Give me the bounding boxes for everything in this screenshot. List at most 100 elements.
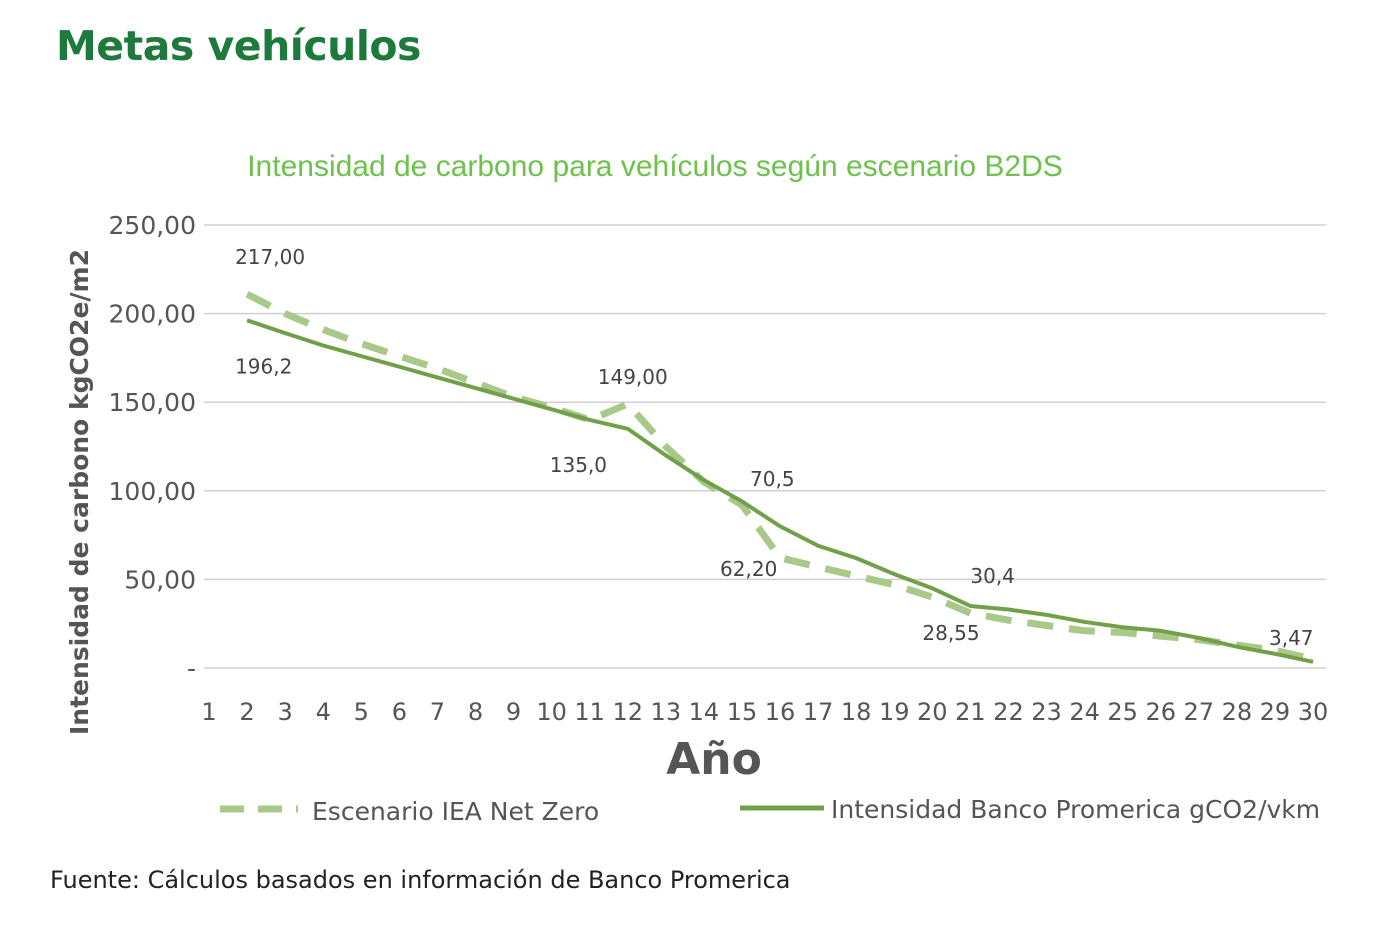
page-title: Metas vehículos — [56, 22, 421, 70]
data-point — [1083, 629, 1087, 633]
data-point — [397, 365, 401, 369]
x-tick-label: 18 — [841, 698, 872, 726]
data-point — [664, 445, 668, 449]
data-point — [816, 544, 820, 548]
data-point — [740, 499, 744, 503]
data-label: 28,55 — [922, 621, 979, 645]
x-tick-label: 10 — [536, 698, 567, 726]
data-point — [1159, 629, 1163, 633]
x-tick-label: 28 — [1222, 698, 1253, 726]
data-labels: 217,00 149,00 62,20 28,55 196,2 135,0 70,5 30,4… — [235, 245, 1313, 650]
data-label: 196,2 — [235, 354, 292, 378]
grid-lines — [204, 224, 1326, 669]
legend-label-promerica: Intensidad Banco Promerica gCO2/vkm — [831, 795, 1320, 824]
data-point — [1006, 608, 1010, 612]
data-label: 30,4 — [970, 564, 1015, 588]
data-point — [626, 427, 630, 431]
data-point — [550, 407, 554, 411]
x-tick-label: 29 — [1260, 698, 1291, 726]
data-point — [1083, 620, 1087, 624]
x-tick-label: 20 — [917, 698, 948, 726]
data-point — [588, 418, 592, 422]
data-point — [816, 565, 820, 569]
x-tick-label: 4 — [316, 698, 331, 726]
x-tick-label: 27 — [1184, 698, 1215, 726]
series-line-promerica — [246, 318, 1314, 664]
data-point — [930, 586, 934, 590]
x-tick-label: 30 — [1298, 698, 1329, 726]
data-point — [968, 604, 972, 608]
x-tick-label: 14 — [689, 698, 720, 726]
chart-title: Intensidad de carbono para vehículos seg… — [247, 150, 1063, 183]
x-tick-label: 11 — [574, 698, 605, 726]
x-tick-label: 21 — [955, 698, 986, 726]
data-point — [435, 367, 439, 371]
x-tick-label: 7 — [430, 698, 445, 726]
y-tick-label: 150,00 — [109, 388, 196, 417]
x-tick-label: 17 — [803, 698, 834, 726]
data-point — [359, 354, 363, 358]
x-axis-label: Año — [666, 734, 762, 785]
data-point — [321, 343, 325, 347]
data-label: 217,00 — [235, 245, 305, 269]
x-tick-label: 12 — [612, 698, 643, 726]
data-point — [245, 318, 249, 322]
data-point — [854, 556, 858, 560]
y-axis-label: Intensidad de carbono kgCO2e/m2 — [65, 249, 94, 735]
data-point — [664, 453, 668, 457]
legend-item-net-zero: Escenario IEA Net Zero — [220, 797, 599, 826]
data-point — [1006, 618, 1010, 622]
x-tick-label: 6 — [392, 698, 407, 726]
y-tick-label: - — [187, 654, 196, 683]
x-tick-label: 5 — [354, 698, 369, 726]
data-label: 62,20 — [720, 557, 777, 581]
data-label: 135,0 — [550, 453, 607, 477]
x-tick-label: 22 — [993, 698, 1024, 726]
data-point — [321, 328, 325, 332]
x-tick-label: 8 — [468, 698, 483, 726]
data-point — [968, 611, 972, 615]
data-label: 3,47 — [1269, 626, 1314, 650]
legend-item-promerica: Intensidad Banco Promerica gCO2/vkm — [740, 795, 1320, 824]
data-point — [397, 354, 401, 358]
x-tick-label: 19 — [879, 698, 910, 726]
data-point — [473, 381, 477, 385]
data-point — [1311, 660, 1315, 664]
legend-label-net-zero: Escenario IEA Net Zero — [312, 797, 599, 826]
series-lines — [245, 290, 1315, 664]
data-point — [930, 595, 934, 599]
y-tick-label: 50,00 — [124, 565, 196, 594]
data-point — [512, 397, 516, 401]
x-tick-labels: 1 2 3 4 5 6 7 8 9 10 11 12 13 14 15 16 17 18 19 20 21 22 23 24 2… — [201, 698, 1328, 726]
data-label: 149,00 — [598, 365, 668, 389]
x-tick-label: 23 — [1031, 698, 1062, 726]
x-tick-label: 15 — [727, 698, 758, 726]
data-point — [1159, 634, 1163, 638]
data-point — [359, 342, 363, 346]
y-tick-label: 200,00 — [109, 300, 196, 329]
data-point — [435, 375, 439, 379]
y-tick-labels: - 50,00 100,00 150,00 200,00 250,00 — [109, 211, 196, 683]
data-point — [1273, 652, 1277, 656]
series-line-net-zero — [245, 290, 1314, 663]
data-point — [473, 386, 477, 390]
data-point — [626, 402, 630, 406]
data-point — [283, 312, 287, 316]
data-point — [1197, 636, 1201, 640]
data-point — [1121, 625, 1125, 629]
data-point — [245, 292, 249, 296]
x-tick-label: 16 — [765, 698, 796, 726]
x-tick-label: 25 — [1107, 698, 1138, 726]
data-point — [1045, 613, 1049, 617]
x-tick-label: 9 — [506, 698, 521, 726]
x-tick-label: 1 — [201, 698, 216, 726]
x-tick-label: 13 — [651, 698, 682, 726]
data-point — [1045, 623, 1049, 627]
data-point — [702, 478, 706, 482]
data-point — [1235, 645, 1239, 649]
data-point — [854, 574, 858, 578]
source-note: Fuente: Cálculos basados en información … — [50, 866, 791, 894]
data-point — [283, 331, 287, 335]
y-tick-label: 100,00 — [109, 477, 196, 506]
